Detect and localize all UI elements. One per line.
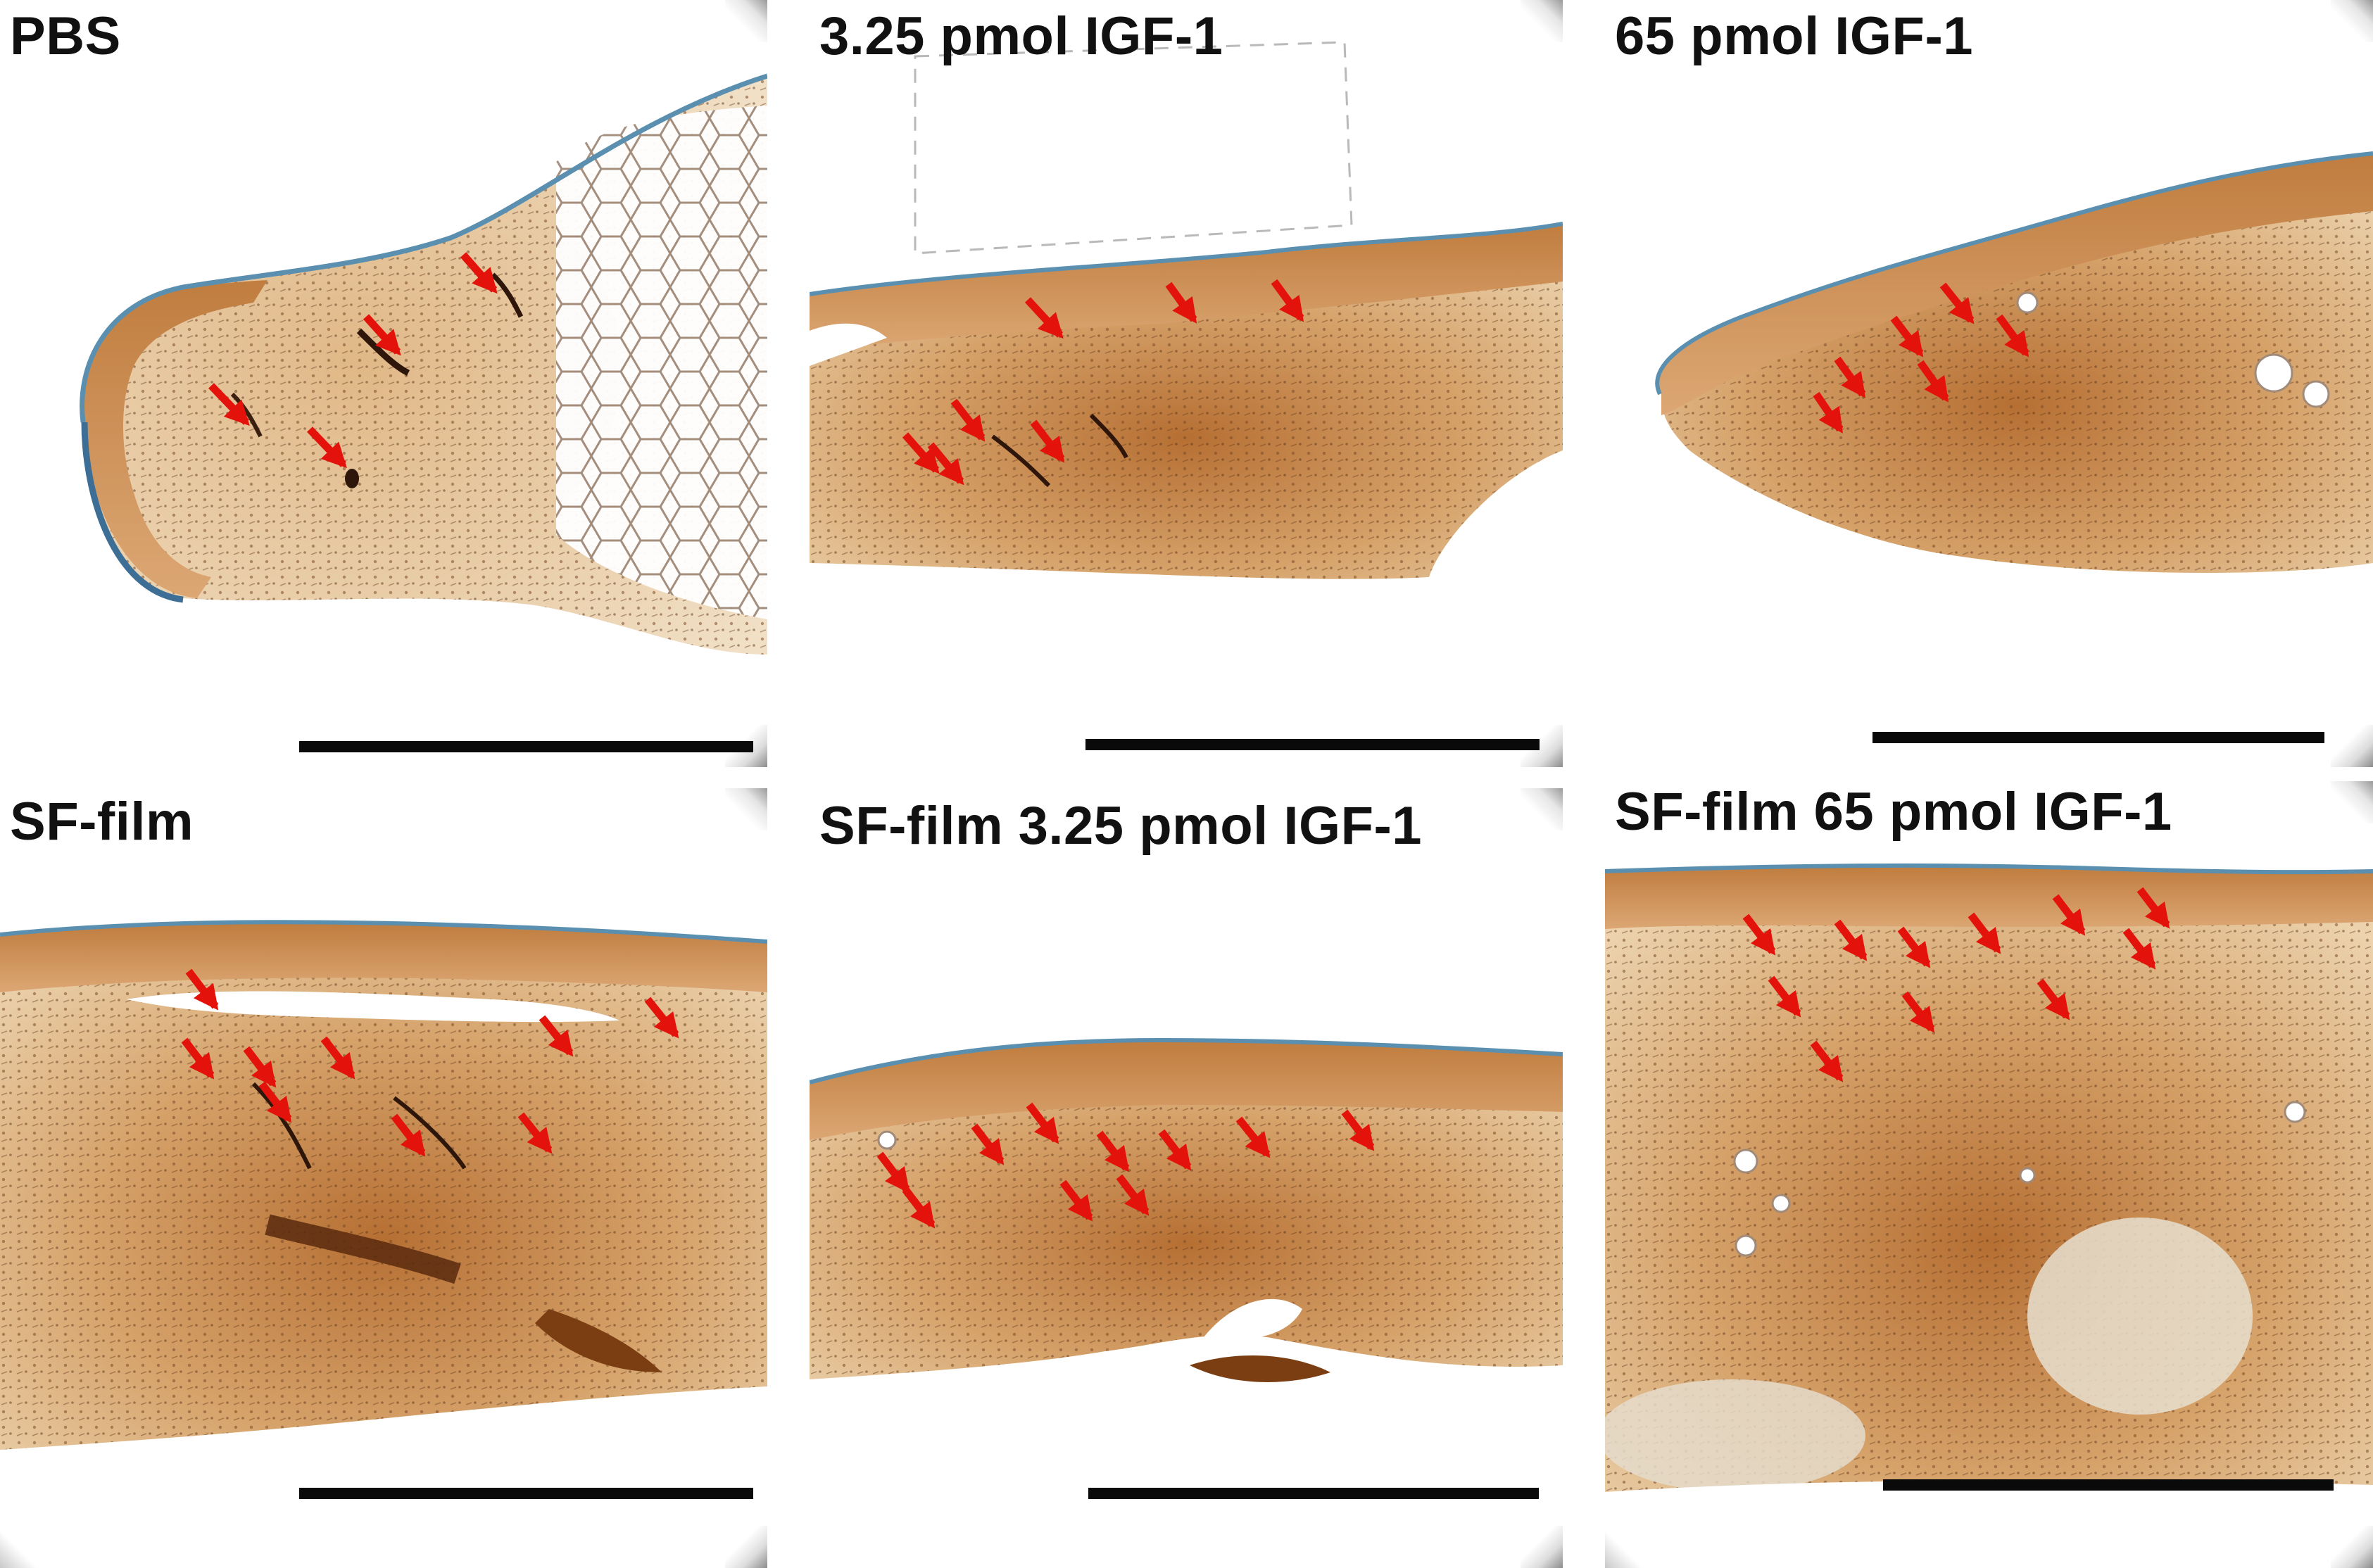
arrow-annotations xyxy=(1742,887,2170,1082)
panel-igf-high: 65 pmol IGF-1 xyxy=(1605,0,2373,767)
red-arrow xyxy=(181,1037,215,1080)
red-arrow xyxy=(517,1112,553,1154)
panel-pbs: PBS xyxy=(0,0,767,767)
red-arrow xyxy=(243,1046,277,1088)
scale-bar xyxy=(1088,1488,1539,1499)
red-arrow xyxy=(1996,314,2029,358)
red-arrow xyxy=(902,1187,936,1229)
red-arrow xyxy=(1813,391,1844,434)
red-arrow xyxy=(539,1015,574,1057)
red-arrow xyxy=(644,997,679,1039)
panel-sf-film: SF-film xyxy=(0,788,767,1568)
red-arrow xyxy=(1341,1109,1375,1151)
red-arrow xyxy=(1768,975,1801,1018)
arrow-annotations xyxy=(1813,282,2029,434)
tissue-section-image xyxy=(1655,151,2373,573)
panel-label: SF-film 65 pmol IGF-1 xyxy=(1615,782,2172,842)
red-arrow xyxy=(1917,360,1949,403)
scale-bar xyxy=(1883,1479,2334,1491)
vignette-corner xyxy=(0,1526,42,1568)
arrow-annotations xyxy=(181,968,679,1157)
vignette-corner xyxy=(1605,1526,1647,1568)
red-arrow xyxy=(1158,1129,1192,1171)
red-arrow xyxy=(927,442,964,486)
tissue-section-image xyxy=(810,1037,1563,1382)
arrow-annotations xyxy=(876,1102,1375,1229)
red-arrow xyxy=(1901,991,1935,1033)
red-arrow xyxy=(258,1081,292,1123)
red-arrow xyxy=(1116,1174,1150,1216)
red-arrow xyxy=(208,383,250,426)
red-arrow xyxy=(2052,894,2086,936)
red-arrow xyxy=(971,1123,1005,1165)
vignette-corner xyxy=(725,788,767,830)
vignette-corner xyxy=(725,0,767,42)
vignette-corner xyxy=(1521,788,1563,830)
red-arrow xyxy=(1024,297,1064,339)
scale-bar xyxy=(299,1488,753,1499)
red-arrow xyxy=(876,1151,910,1194)
red-arrow xyxy=(1834,919,1868,961)
red-arrow xyxy=(460,252,498,294)
red-arrow xyxy=(1096,1130,1130,1172)
red-arrow xyxy=(1810,1040,1844,1082)
vignette-corner xyxy=(2331,725,2373,767)
red-arrow xyxy=(185,968,219,1011)
red-arrow xyxy=(1742,913,1776,956)
red-arrow xyxy=(1026,1102,1059,1144)
red-arrow xyxy=(1834,356,1866,398)
red-arrow xyxy=(1030,419,1065,463)
red-arrow xyxy=(902,432,940,474)
vignette-corner xyxy=(1521,0,1563,42)
panel-label: SF-film 3.25 pmol IGF-1 xyxy=(819,796,1423,856)
scale-bar xyxy=(1085,739,1540,750)
arrow-annotations xyxy=(208,252,498,469)
panel-label: PBS xyxy=(10,6,121,66)
panel-sf-film-igf-high: SF-film 65 pmol IGF-1 xyxy=(1605,781,2373,1568)
panel-label: 3.25 pmol IGF-1 xyxy=(819,6,1223,66)
panel-label: SF-film xyxy=(10,792,194,852)
red-arrow xyxy=(1939,282,1975,324)
panel-igf-low: 3.25 pmol IGF-1 xyxy=(810,0,1563,767)
arrow-annotations xyxy=(902,279,1304,486)
red-arrow xyxy=(1897,926,1931,968)
panel-label: 65 pmol IGF-1 xyxy=(1615,6,1974,66)
red-arrow xyxy=(1235,1116,1271,1158)
red-arrow xyxy=(363,314,401,356)
tissue-section-image xyxy=(1605,863,2373,1568)
red-arrow xyxy=(1271,279,1304,322)
tissue-section-image xyxy=(810,41,1563,579)
vignette-corner xyxy=(725,1526,767,1568)
red-arrow xyxy=(391,1113,426,1157)
vignette-corner xyxy=(2331,781,2373,823)
panel-sf-film-igf-low: SF-film 3.25 pmol IGF-1 xyxy=(810,788,1563,1568)
red-arrow xyxy=(950,398,986,442)
scale-bar xyxy=(1872,732,2324,743)
red-arrow xyxy=(2037,978,2070,1020)
vignette-corner xyxy=(2331,0,2373,42)
vignette-corner xyxy=(1521,1526,1563,1568)
red-arrow xyxy=(307,426,347,469)
red-arrow xyxy=(1165,282,1197,324)
red-arrow xyxy=(2136,887,2170,929)
vignette-corner xyxy=(2331,1526,2373,1568)
red-arrow xyxy=(2122,928,2156,970)
scale-bar xyxy=(299,741,753,752)
red-arrow xyxy=(1059,1180,1093,1222)
red-arrow xyxy=(320,1036,355,1080)
red-arrow xyxy=(1968,912,2001,954)
red-arrow xyxy=(1890,315,1924,358)
tissue-section-image xyxy=(80,73,767,655)
